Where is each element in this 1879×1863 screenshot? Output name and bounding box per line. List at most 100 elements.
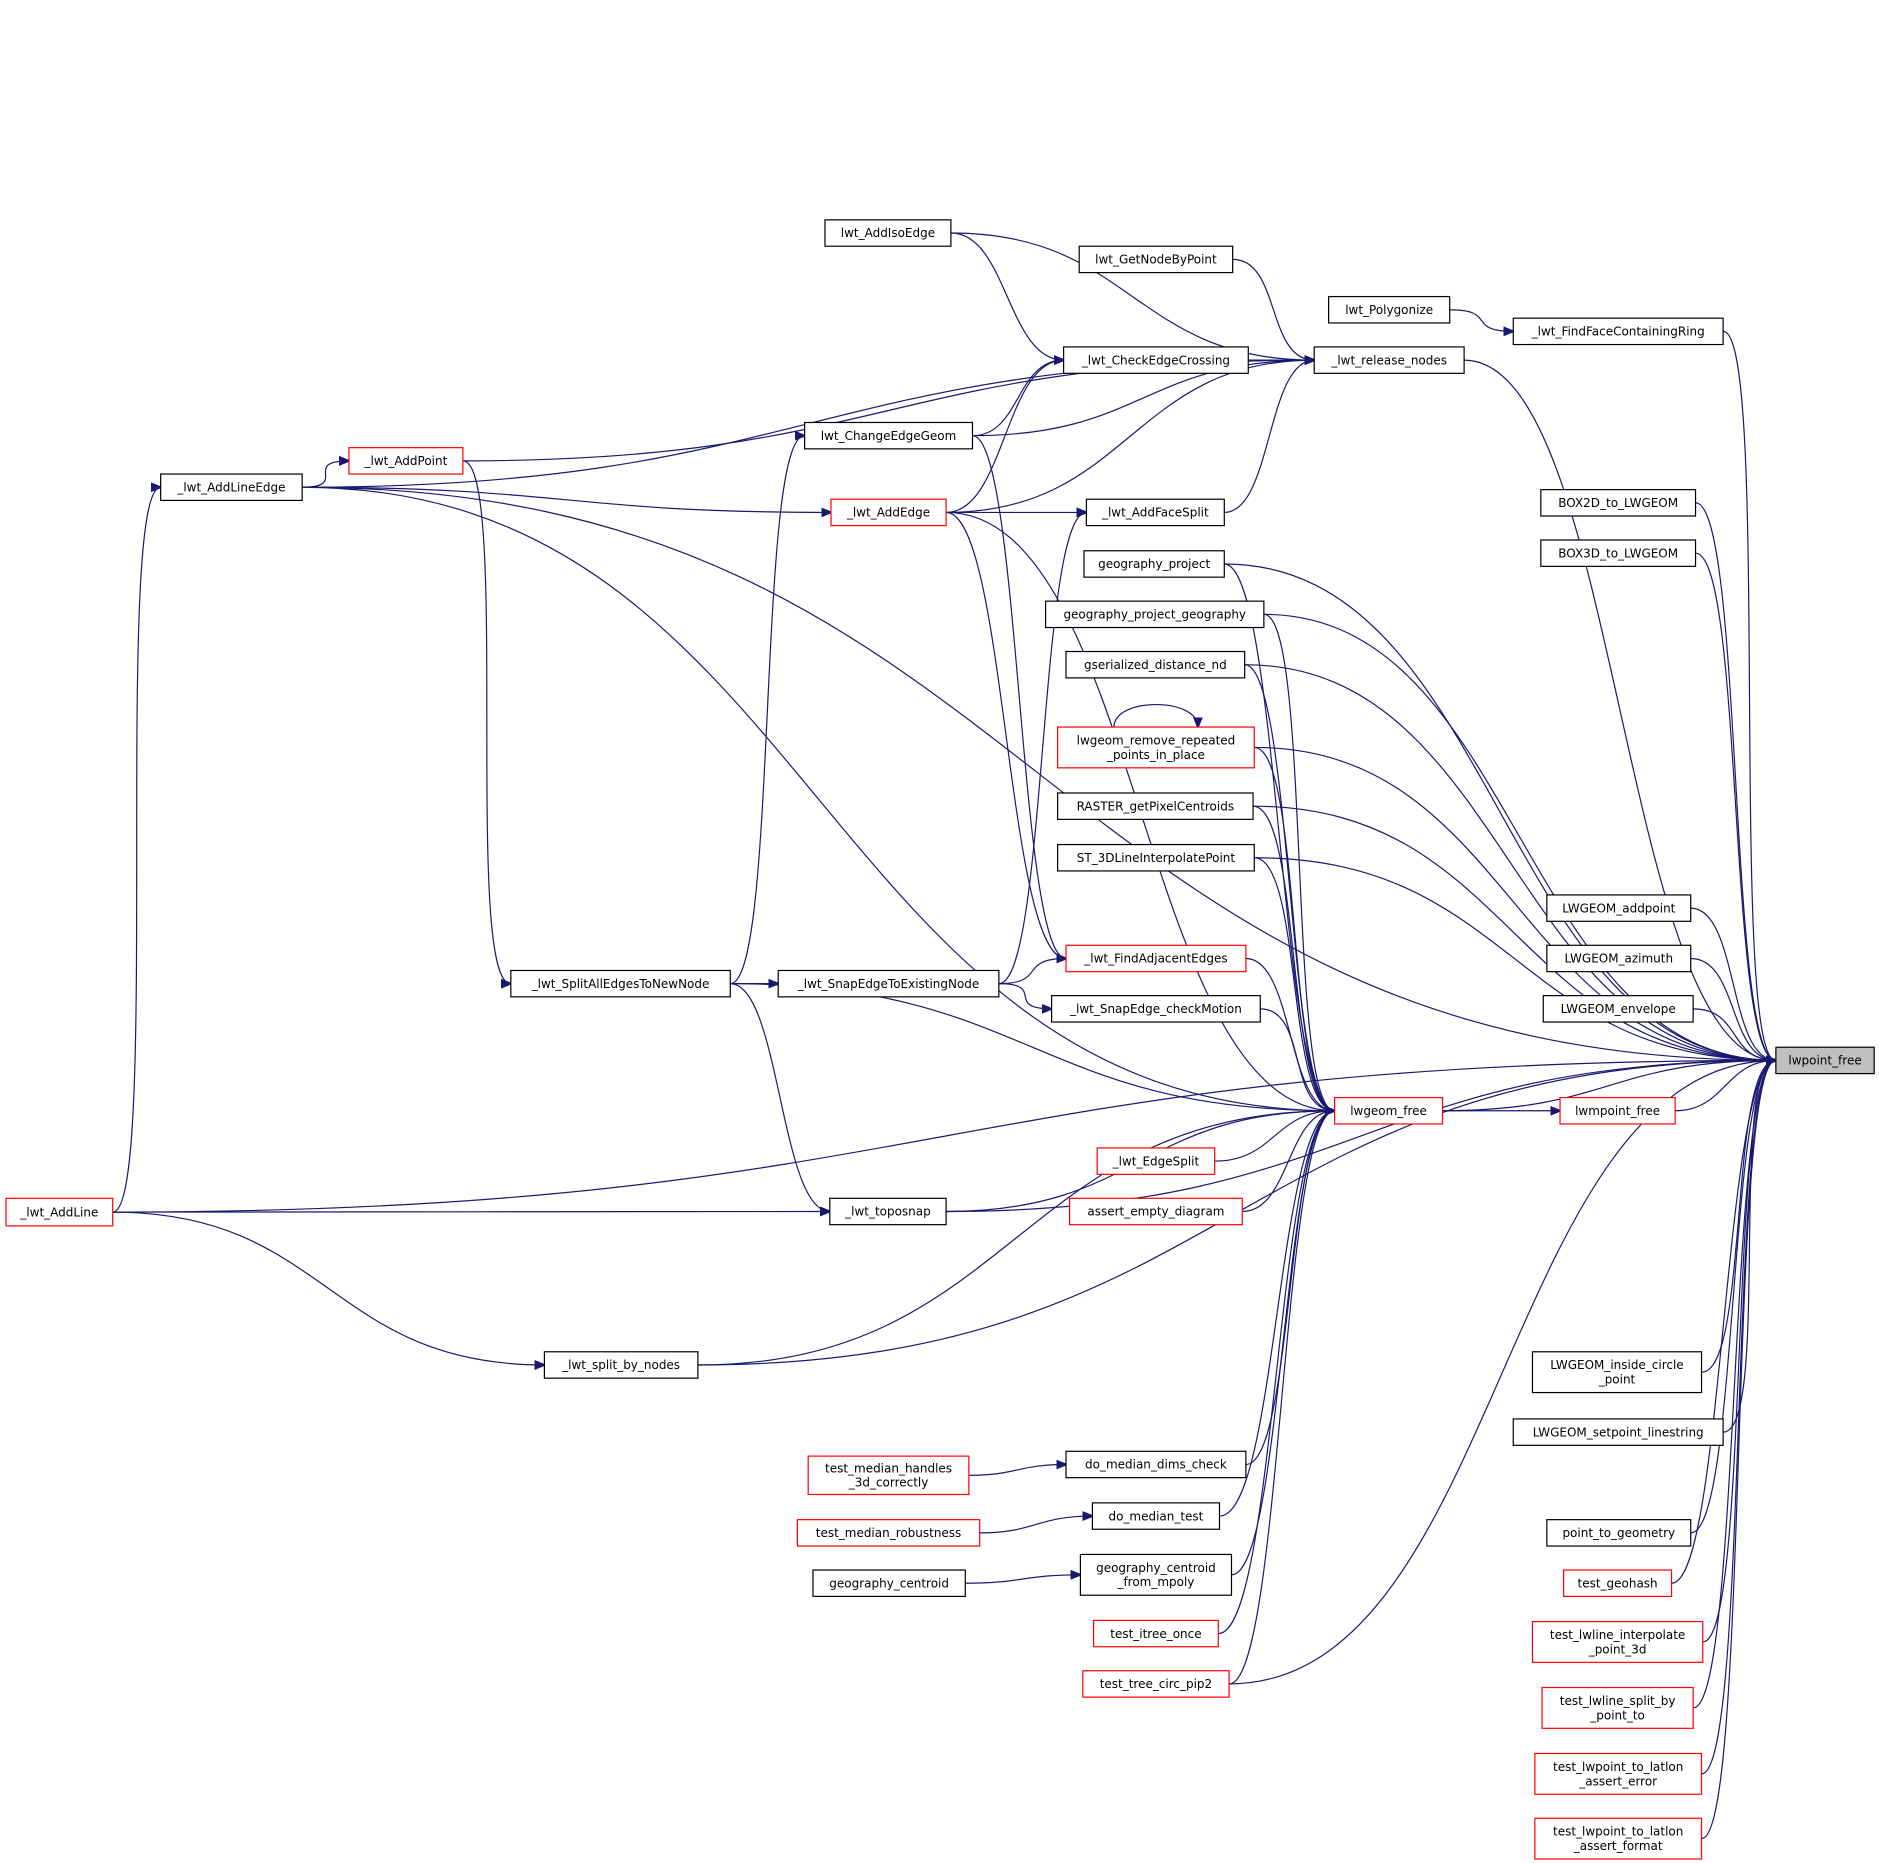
node-point_to_geom[interactable]: point_to_geometry <box>1546 1519 1692 1547</box>
node-box[interactable] <box>1313 346 1465 374</box>
node-box[interactable] <box>1057 726 1255 769</box>
node-centroid_mpoly[interactable]: geography_centroid _from_mpoly <box>1079 1553 1233 1596</box>
node-geog_project[interactable]: geography_project <box>1083 550 1225 578</box>
node-split_by_nodes[interactable]: _lwt_split_by_nodes <box>543 1351 699 1379</box>
node-latlon_error[interactable]: test_lwpoint_to_latlon _assert_error <box>1534 1752 1703 1795</box>
node-box[interactable] <box>1546 944 1692 973</box>
node-box[interactable] <box>1559 1096 1676 1125</box>
node-box[interactable] <box>1065 650 1246 679</box>
node-box[interactable] <box>1540 489 1697 517</box>
node-snap_motion[interactable]: _lwt_SnapEdge_checkMotion <box>1051 995 1261 1023</box>
node-inside_circle[interactable]: LWGEOM_inside_circle _point <box>1531 1351 1703 1394</box>
node-box[interactable] <box>5 1197 114 1227</box>
node-box[interactable] <box>1092 1619 1219 1648</box>
node-box[interactable] <box>1051 995 1261 1023</box>
node-geog_centroid[interactable]: geography_centroid <box>812 1569 966 1598</box>
node-split_all[interactable]: _lwt_SplitAllEdgesToNewNode <box>510 969 731 998</box>
node-box[interactable] <box>1065 944 1247 973</box>
node-add_point[interactable]: _lwt_AddPoint <box>348 447 464 475</box>
node-box[interactable] <box>1334 1096 1444 1125</box>
node-interp_3d[interactable]: test_lwline_interpolate _point_3d <box>1531 1620 1704 1663</box>
node-box[interactable] <box>1563 1569 1673 1598</box>
node-find_face[interactable]: _lwt_FindFaceContainingRing <box>1512 317 1724 346</box>
node-box[interactable] <box>1531 1620 1704 1663</box>
node-box2d[interactable]: BOX2D_to_LWGEOM <box>1540 489 1697 517</box>
node-check_crossing[interactable]: _lwt_CheckEdgeCrossing <box>1063 346 1249 374</box>
node-test_geohash[interactable]: test_geohash <box>1563 1569 1673 1598</box>
node-median_robust[interactable]: test_median_robustness <box>796 1519 981 1547</box>
node-box[interactable] <box>812 1569 966 1598</box>
node-box[interactable] <box>796 1519 981 1547</box>
node-toposnap[interactable]: _lwt_toposnap <box>829 1197 947 1226</box>
node-box[interactable] <box>1091 1502 1221 1530</box>
node-box[interactable] <box>1065 1450 1247 1479</box>
node-tree_circ[interactable]: test_tree_circ_pip2 <box>1082 1670 1230 1698</box>
node-box[interactable] <box>1096 1147 1216 1175</box>
node-box[interactable] <box>1085 498 1225 527</box>
node-lw_azimuth[interactable]: LWGEOM_azimuth <box>1546 944 1692 973</box>
node-raster_centroids[interactable]: RASTER_getPixelCentroids <box>1057 792 1254 820</box>
node-box[interactable] <box>804 421 974 450</box>
node-box[interactable] <box>1078 245 1234 274</box>
node-lw_addpoint[interactable]: LWGEOM_addpoint <box>1546 894 1692 922</box>
node-box[interactable] <box>160 473 303 502</box>
node-polygonize[interactable]: lwt_Polygonize <box>1328 295 1451 324</box>
node-box[interactable] <box>830 498 947 527</box>
node-add_line_edge[interactable]: _lwt_AddLineEdge <box>160 473 303 502</box>
node-find_adjacent[interactable]: _lwt_FindAdjacentEdges <box>1065 944 1247 973</box>
node-median_dims[interactable]: do_median_dims_check <box>1065 1450 1247 1479</box>
node-add_face_split[interactable]: _lwt_AddFaceSplit <box>1085 498 1225 527</box>
node-box[interactable] <box>1063 346 1249 374</box>
node-itree_once[interactable]: test_itree_once <box>1092 1619 1219 1648</box>
node-box[interactable] <box>824 219 952 247</box>
node-box[interactable] <box>1775 1046 1875 1075</box>
node-box[interactable] <box>1079 1553 1233 1596</box>
node-box[interactable] <box>1512 1418 1724 1446</box>
node-add_line[interactable]: _lwt_AddLine <box>5 1197 114 1227</box>
node-box[interactable] <box>807 1455 970 1496</box>
node-box[interactable] <box>1546 1519 1692 1547</box>
node-box[interactable] <box>829 1197 947 1226</box>
node-edge_split[interactable]: _lwt_EdgeSplit <box>1096 1147 1216 1175</box>
node-latlon_format[interactable]: test_lwpoint_to_latlon _assert_format <box>1534 1817 1703 1860</box>
node-split_by_point[interactable]: test_lwline_split_by _point_to <box>1541 1686 1694 1729</box>
node-lw_envelope[interactable]: LWGEOM_envelope <box>1542 995 1694 1023</box>
node-box[interactable] <box>348 447 464 475</box>
node-box[interactable] <box>777 969 1000 998</box>
node-box[interactable] <box>1541 1686 1694 1729</box>
node-box[interactable] <box>1534 1817 1703 1860</box>
node-gser_dist[interactable]: gserialized_distance_nd <box>1065 650 1246 679</box>
node-st_3dline[interactable]: ST_3DLineInterpolatePoint <box>1057 843 1255 872</box>
node-box[interactable] <box>1057 843 1255 872</box>
node-box[interactable] <box>1069 1197 1243 1226</box>
node-lwpoint_free[interactable]: lwpoint_free <box>1775 1046 1875 1075</box>
node-box[interactable] <box>1540 539 1697 567</box>
node-box3d[interactable]: BOX3D_to_LWGEOM <box>1540 539 1697 567</box>
node-box[interactable] <box>1045 600 1265 629</box>
node-change_edge[interactable]: lwt_ChangeEdgeGeom <box>804 421 974 450</box>
node-median_3d[interactable]: test_median_handles _3d_correctly <box>807 1455 970 1496</box>
node-box[interactable] <box>510 969 731 998</box>
node-box[interactable] <box>1542 995 1694 1023</box>
node-setpoint[interactable]: LWGEOM_setpoint_linestring <box>1512 1418 1724 1446</box>
node-box[interactable] <box>1057 792 1254 820</box>
node-remove_repeated[interactable]: lwgeom_remove_repeated _points_in_place <box>1057 726 1255 769</box>
node-box[interactable] <box>1534 1752 1703 1795</box>
node-get_node[interactable]: lwt_GetNodeByPoint <box>1078 245 1234 274</box>
node-box[interactable] <box>1546 894 1692 922</box>
node-box[interactable] <box>1512 317 1724 346</box>
node-release_nodes[interactable]: _lwt_release_nodes <box>1313 346 1465 374</box>
node-box[interactable] <box>543 1351 699 1379</box>
node-median_test[interactable]: do_median_test <box>1091 1502 1221 1530</box>
node-lwgeom_free[interactable]: lwgeom_free <box>1334 1096 1444 1125</box>
node-add_edge[interactable]: _lwt_AddEdge <box>830 498 947 527</box>
node-snap_existing[interactable]: _lwt_SnapEdgeToExistingNode <box>777 969 1000 998</box>
node-lwmpoint_free[interactable]: lwmpoint_free <box>1559 1096 1676 1125</box>
node-box[interactable] <box>1328 295 1451 324</box>
node-box[interactable] <box>1082 1670 1230 1698</box>
node-box[interactable] <box>1531 1351 1703 1394</box>
node-geog_project_geog[interactable]: geography_project_geography <box>1045 600 1265 629</box>
node-add_iso_edge[interactable]: lwt_AddIsoEdge <box>824 219 952 247</box>
node-box[interactable] <box>1083 550 1225 578</box>
node-assert_empty[interactable]: assert_empty_diagram <box>1069 1197 1243 1226</box>
